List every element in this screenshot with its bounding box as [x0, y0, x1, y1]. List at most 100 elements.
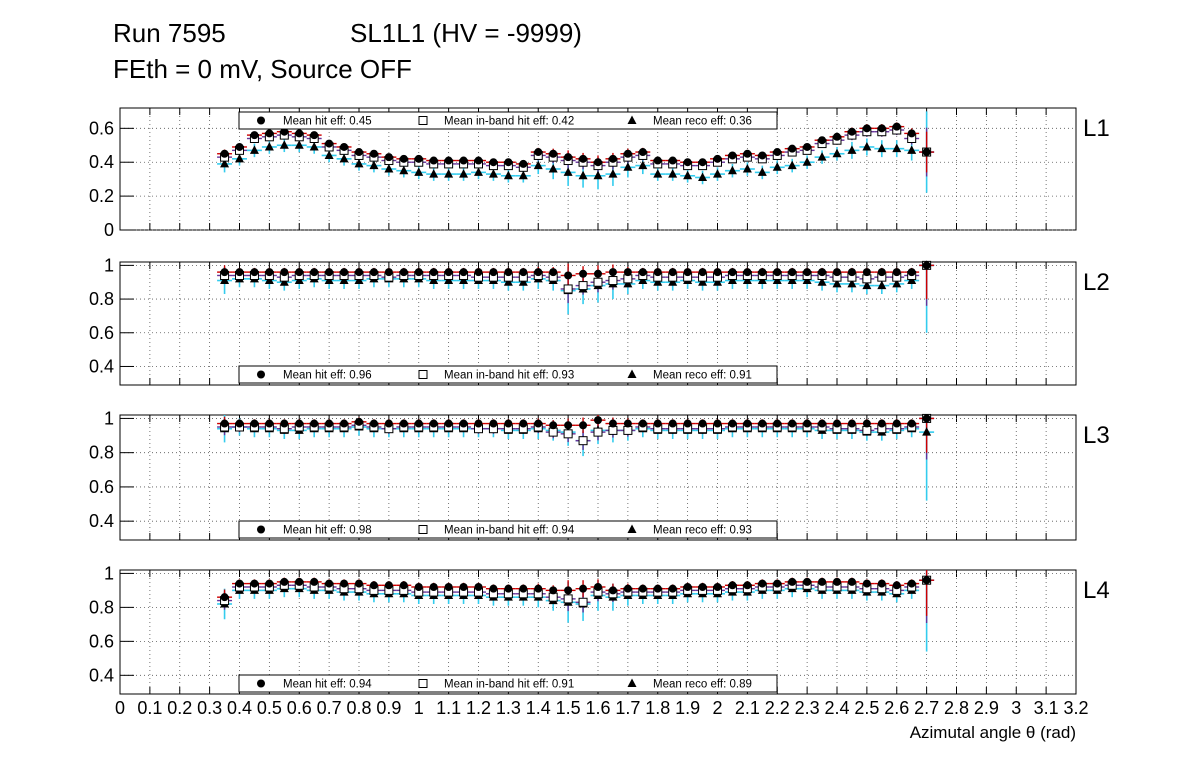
hit-point: [623, 149, 632, 158]
x-tick-label: 2.4: [824, 698, 849, 718]
hit-point: [325, 419, 334, 428]
reco-point: [922, 427, 932, 436]
hit-point: [459, 582, 468, 591]
reco-point: [488, 169, 498, 178]
markers: [220, 260, 932, 295]
hit-point: [579, 269, 588, 278]
x-axis: 0 0.1 0.2 0.3 0.4 0.5 0.6 0.7 0.8 0.9 1 1.1 1.2 1.3 1.…: [115, 698, 1089, 718]
hit-point: [833, 577, 841, 586]
legend-reco-marker: [627, 369, 637, 378]
legend-inband-label: Mean in-band hit eff: 0.93: [444, 370, 574, 382]
y-tick-label: 1: [104, 255, 114, 275]
x-tick-label: 0.7: [317, 698, 342, 718]
hit-point: [489, 419, 498, 428]
hit-point: [818, 419, 827, 428]
hit-point: [295, 419, 304, 428]
hit-point: [653, 419, 662, 428]
legend-hit-marker: [257, 525, 265, 534]
hit-point: [414, 419, 423, 428]
hit-point: [698, 419, 707, 428]
reco-point: [862, 280, 872, 290]
hit-point: [683, 158, 692, 167]
reco-point: [593, 170, 603, 180]
hit-point: [758, 419, 767, 428]
inband-point: [862, 425, 872, 435]
inband-point: [578, 436, 588, 446]
x-tick-label: 1.6: [585, 698, 610, 718]
legend-reco-marker: [627, 678, 637, 687]
hit-point: [399, 419, 408, 428]
hit-point: [489, 584, 498, 593]
hit-point: [399, 581, 408, 590]
y-tick-label: 0.6: [89, 631, 114, 651]
hit-point: [668, 419, 677, 428]
hit-point: [803, 142, 812, 151]
legend-hit-label: Mean hit eff: 0.98: [283, 525, 372, 537]
hit-point: [280, 419, 289, 428]
x-tick-label: 2.9: [974, 698, 999, 718]
hit-point: [489, 158, 498, 167]
hit-point: [818, 136, 827, 145]
inband-point: [563, 594, 573, 604]
y-tick-label: 0.4: [89, 152, 114, 172]
hit-point: [847, 127, 856, 136]
title-subtitle: FEth = 0 mV, Source OFF: [113, 54, 412, 84]
hit-point: [922, 148, 931, 157]
hit-point: [295, 268, 304, 277]
inband-point: [593, 277, 603, 287]
panel-label: L3: [1083, 422, 1110, 449]
hit-point: [743, 581, 752, 590]
hit-point: [608, 586, 617, 595]
x-tick-label: 0.3: [197, 698, 222, 718]
hit-point: [564, 421, 573, 430]
reco-point: [474, 167, 483, 176]
hit-point: [773, 268, 782, 277]
hit-point: [773, 148, 782, 157]
hit-point: [862, 579, 871, 588]
reco-point: [802, 157, 812, 166]
hit-point: [429, 156, 438, 165]
legend-box: [238, 365, 778, 384]
hit-point: [907, 129, 916, 138]
hit-point: [220, 268, 229, 277]
y-tick-label: 0.6: [89, 477, 114, 497]
hit-point: [668, 156, 677, 165]
hit-point: [608, 154, 617, 163]
legend-hit-marker: [257, 370, 265, 379]
hit-point: [504, 419, 513, 428]
hit-point: [773, 419, 782, 428]
hit-point: [519, 159, 528, 168]
hit-point: [713, 419, 722, 428]
hit-point: [325, 268, 334, 277]
reco-point: [235, 153, 244, 163]
hit-point: [414, 268, 423, 277]
hit-point: [489, 268, 498, 277]
inband-point: [578, 597, 588, 607]
hit-point: [444, 268, 453, 277]
hit-point: [459, 419, 468, 428]
y-tick-label: 0.4: [89, 665, 114, 685]
reco-point: [713, 169, 722, 178]
hit-point: [355, 579, 363, 588]
hit-point: [250, 419, 259, 428]
legend: Mean hit eff: 0.98 Mean in-band hit eff: …: [238, 520, 778, 539]
hit-point: [922, 261, 931, 270]
reco-point: [608, 169, 618, 178]
hit-point: [340, 268, 349, 277]
reco-point: [892, 278, 902, 288]
legend-inband-marker: [418, 370, 428, 379]
hit-point: [235, 419, 244, 428]
hit-point: [310, 577, 319, 586]
hit-point: [429, 419, 438, 428]
reco-point: [727, 165, 737, 175]
hit-point: [728, 151, 737, 160]
x-tick-label: 2: [712, 698, 722, 718]
hit-point: [220, 149, 229, 158]
inband-point: [593, 427, 603, 437]
hit-point: [803, 419, 812, 428]
hit-point: [623, 268, 632, 277]
hit-point: [564, 153, 573, 162]
hit-point: [504, 268, 513, 277]
legend-inband-marker: [418, 116, 428, 125]
legend: Mean hit eff: 0.94 Mean in-band hit eff: …: [238, 674, 778, 693]
